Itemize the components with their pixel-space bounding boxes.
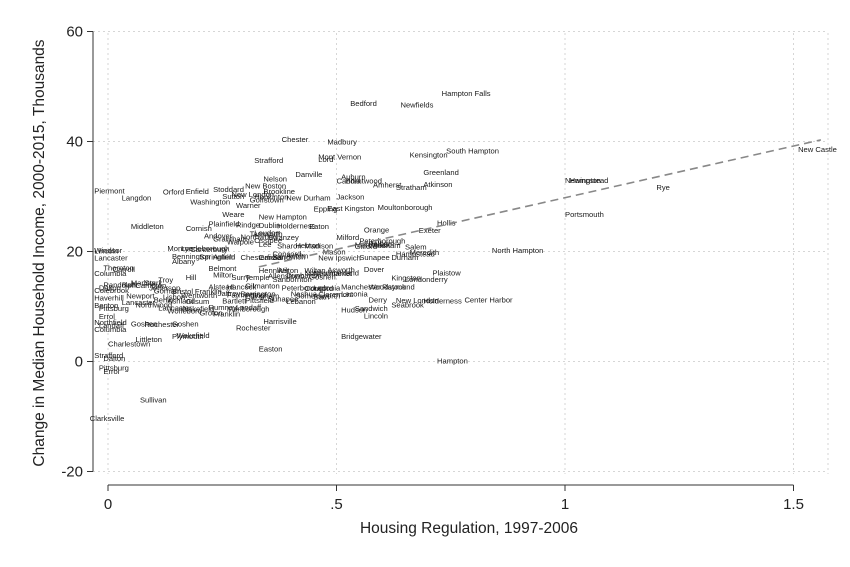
point-label: Sullivan	[140, 395, 167, 404]
point-label: New Castle	[798, 145, 837, 154]
point-label: Milton	[213, 271, 233, 280]
point-label: Strafford	[254, 156, 283, 165]
point-label: Center Harbor	[464, 295, 513, 304]
point-label: Derry	[368, 295, 387, 304]
point-label: Chester	[282, 135, 309, 144]
point-label: New Ipswich	[318, 254, 361, 263]
point-label: Laconia	[341, 289, 368, 298]
point-label: Kensington	[410, 151, 448, 160]
point-label: Moultonborough	[378, 203, 433, 212]
point-label: North Hampton	[492, 246, 544, 255]
point-label: Middleton	[131, 222, 164, 231]
point-labels: Hampton Falls Bedford Newfields Madbury Ches…	[90, 89, 837, 423]
point-label: Plainfield	[209, 219, 240, 228]
point-label: Lebanon	[286, 297, 316, 306]
point-label: Sunapee	[359, 253, 389, 262]
point-label: Holderness	[423, 296, 462, 305]
point-label: Lee	[259, 240, 272, 249]
point-label: Wolfeboro	[167, 306, 201, 315]
point-label: Hampton Falls	[442, 89, 491, 98]
y-tick-label: 20	[66, 244, 83, 261]
point-label: Weare	[222, 210, 244, 219]
point-label: Dover	[364, 265, 385, 274]
point-label: Goshen	[309, 272, 336, 281]
x-tick-label: 0	[104, 496, 112, 513]
point-label: Stratham	[396, 183, 427, 192]
y-tick-label: 60	[66, 24, 83, 41]
point-label: Rye	[656, 183, 670, 192]
point-label: Charlestown	[108, 339, 150, 348]
point-label: Danville	[295, 170, 322, 179]
point-label: Walpole	[227, 238, 254, 247]
y-tick-label: 40	[66, 134, 83, 151]
point-label: Columbia	[94, 269, 127, 278]
point-label: Hampton	[437, 356, 468, 365]
point-label: Madbury	[327, 138, 357, 147]
point-label: Easton	[259, 344, 283, 353]
point-label: Raymond	[382, 283, 415, 292]
point-label: Bath	[314, 293, 330, 302]
point-label: Portsmouth	[565, 210, 604, 219]
point-label: Antrim	[213, 252, 235, 261]
point-label: Durham	[391, 253, 418, 262]
point-label: Hill	[186, 273, 197, 282]
point-label: Warner	[236, 201, 261, 210]
point-label: Franklin	[213, 310, 240, 319]
point-label: South Hampton	[446, 146, 499, 155]
point-label: Lancaster	[94, 254, 128, 263]
point-label: Bedford	[350, 99, 377, 108]
point-label: Atkinson	[423, 180, 452, 189]
point-label: Errol	[103, 367, 119, 376]
point-label: Goshen	[172, 320, 199, 329]
point-label: New Hampton	[259, 212, 307, 221]
point-label: Rochester	[236, 323, 271, 332]
x-axis: 0 .5 1 1.5	[104, 485, 804, 513]
point-label: Washington	[190, 197, 230, 206]
point-label: Temple	[245, 273, 269, 282]
point-label: Hampstead	[570, 176, 609, 185]
point-label: Clarksville	[90, 414, 125, 423]
point-label: Seabrook	[391, 300, 424, 309]
x-tick-label: 1	[561, 496, 569, 513]
point-label: Bridgewater	[341, 332, 382, 341]
point-label: Orford	[163, 188, 185, 197]
point-label: Columbia	[94, 325, 127, 334]
point-label: Greenland	[423, 168, 458, 177]
point-label: Enfield	[186, 187, 209, 196]
point-label: Langdon	[122, 194, 152, 203]
scatter-chart: Hampton Falls Bedford Newfields Madbury Ches…	[0, 0, 850, 567]
point-label: Newfields	[400, 101, 433, 110]
y-tick-label: 0	[75, 354, 83, 371]
y-axis: -20 0 20 40 60	[61, 24, 93, 481]
point-label: Lord	[318, 155, 333, 164]
point-label: Orange	[364, 226, 389, 235]
y-tick-label: -20	[61, 464, 83, 481]
point-label: Albany	[172, 257, 195, 266]
point-label: Plymouth	[172, 332, 204, 341]
point-label: Lincoln	[364, 311, 388, 320]
point-label: Dalton	[103, 354, 125, 363]
x-axis-title: Housing Regulation, 1997-2006	[360, 520, 578, 537]
x-tick-label: 1.5	[783, 496, 804, 513]
point-label: East Kingston	[327, 204, 374, 213]
point-label: Jackson	[337, 193, 365, 202]
x-tick-label: .5	[330, 496, 343, 513]
y-axis-title: Change in Median Household Income, 2000-…	[31, 39, 48, 466]
point-label: New Durham	[286, 194, 330, 203]
point-label: Eaton	[309, 222, 329, 231]
